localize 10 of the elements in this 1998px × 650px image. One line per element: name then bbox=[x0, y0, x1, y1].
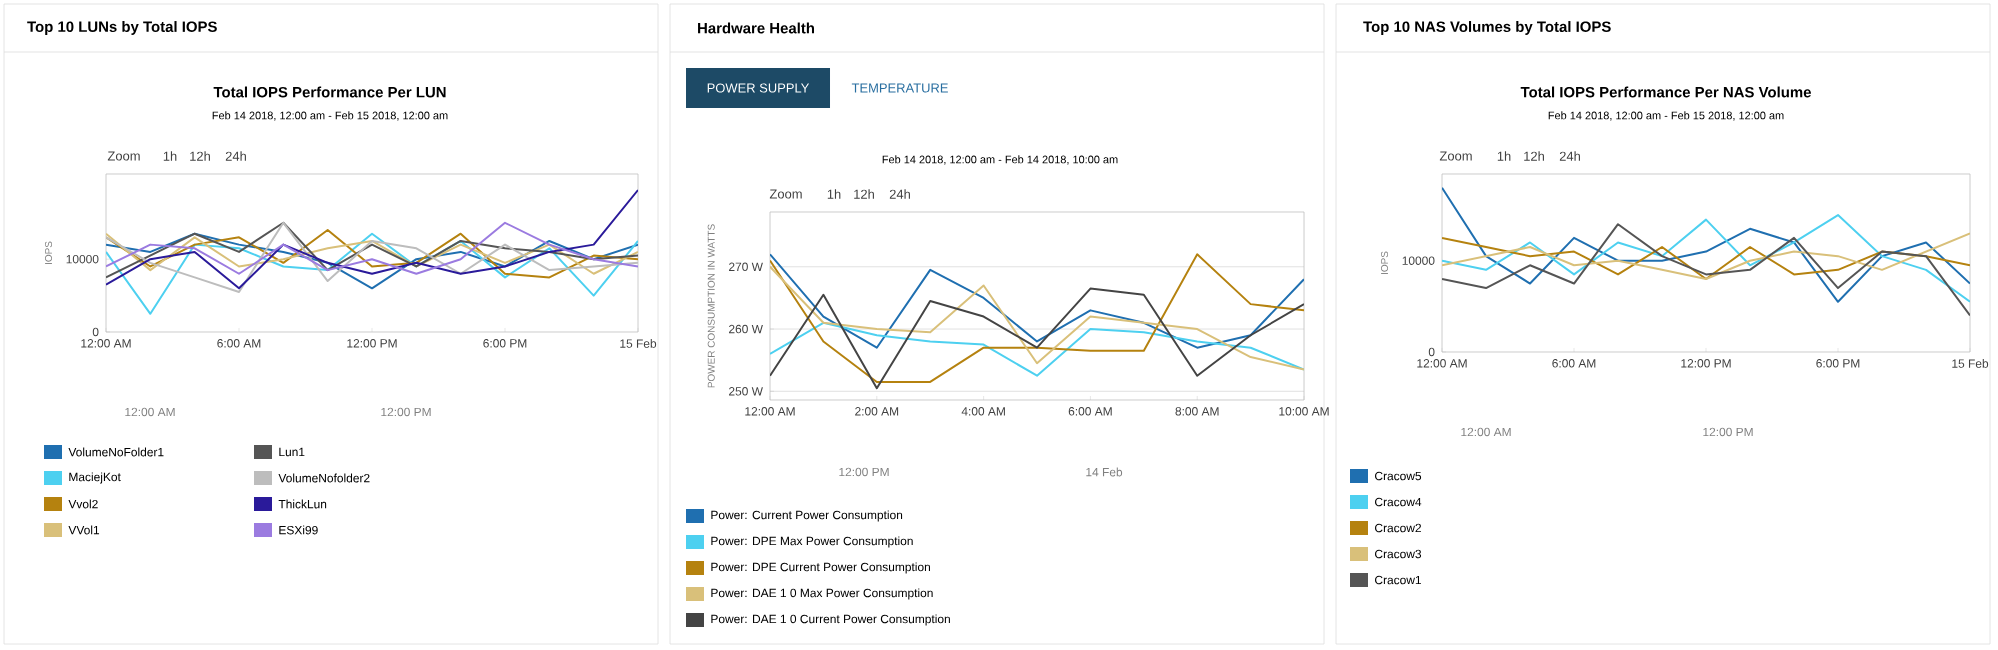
line-series bbox=[106, 189, 639, 290]
line-series bbox=[106, 232, 639, 290]
line-series bbox=[1442, 186, 1971, 303]
line-series bbox=[106, 232, 639, 315]
line-series bbox=[770, 287, 1305, 390]
line-series bbox=[770, 321, 1305, 377]
line-series bbox=[1442, 214, 1971, 303]
line-series bbox=[770, 253, 1305, 383]
line-series bbox=[770, 253, 1305, 349]
line-series bbox=[1442, 223, 1971, 317]
